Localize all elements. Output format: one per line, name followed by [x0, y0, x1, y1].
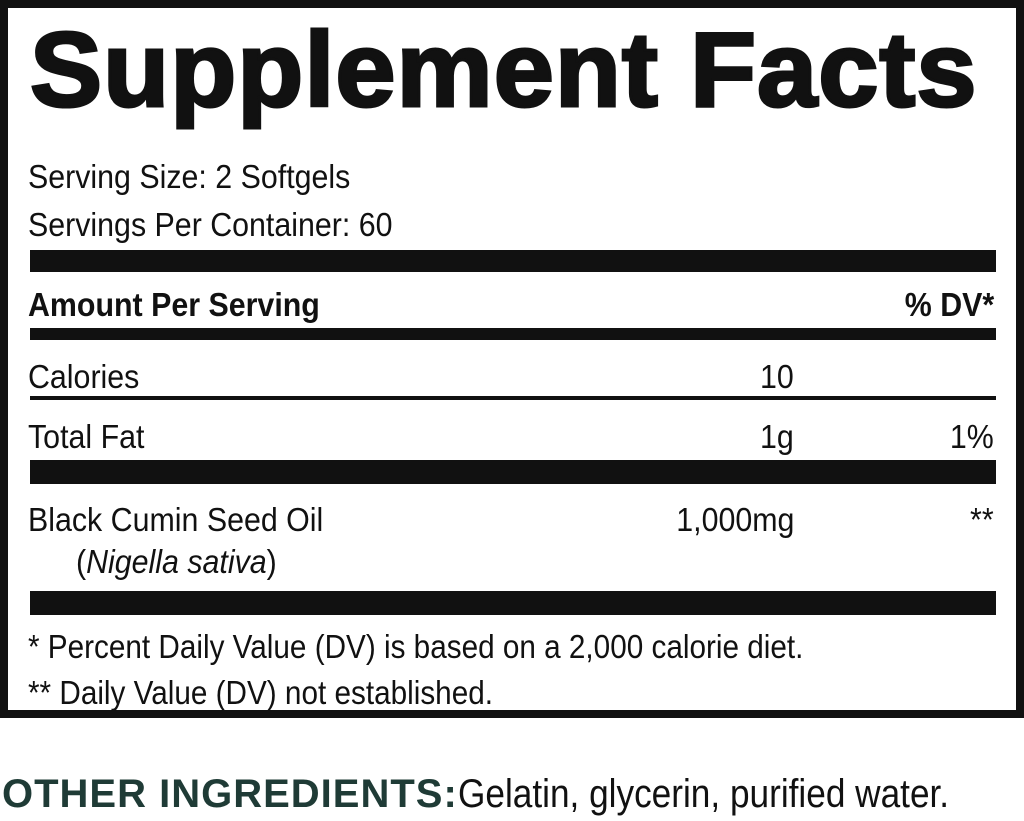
black-cumin-latin-name: (Nigella sativa): [76, 543, 277, 581]
black-cumin-label: Black Cumin Seed Oil: [28, 501, 324, 538]
latin-name: Nigella sativa: [86, 543, 267, 580]
footnote-dv: * Percent Daily Value (DV) is based on a…: [28, 628, 804, 665]
medium-divider: [30, 328, 996, 340]
thick-divider: [30, 250, 996, 272]
paren: (: [76, 543, 87, 580]
thick-divider: [30, 460, 996, 484]
servings-per-container: Servings Per Container: 60: [28, 206, 393, 243]
supplement-facts-panel: Supplement Facts Serving Size: 2 Softgel…: [0, 0, 1024, 718]
calories-label: Calories: [28, 358, 140, 395]
total-fat-dv: 1%: [950, 418, 994, 455]
paren: ): [266, 543, 277, 580]
thin-divider: [30, 396, 996, 400]
total-fat-label: Total Fat: [28, 418, 145, 455]
total-fat-amount: 1g: [760, 418, 794, 455]
other-ingredients-label: OTHER INGREDIENTS:: [2, 772, 458, 816]
calories-amount: 10: [760, 358, 794, 395]
black-cumin-amount: 1,000mg: [675, 501, 794, 538]
black-cumin-dv: **: [970, 501, 994, 538]
other-ingredients-value: Gelatin, glycerin, purified water.: [457, 772, 949, 816]
amount-per-serving-header: Amount Per Serving: [28, 286, 320, 323]
thick-divider: [30, 591, 996, 615]
footnote-not-established: ** Daily Value (DV) not established.: [28, 674, 493, 711]
serving-size: Serving Size: 2 Softgels: [28, 158, 351, 195]
other-ingredients: OTHER INGREDIENTS: Gelatin, glycerin, pu…: [2, 772, 1016, 817]
panel-title: Supplement Facts: [28, 10, 978, 131]
dv-header: % DV*: [904, 286, 994, 323]
